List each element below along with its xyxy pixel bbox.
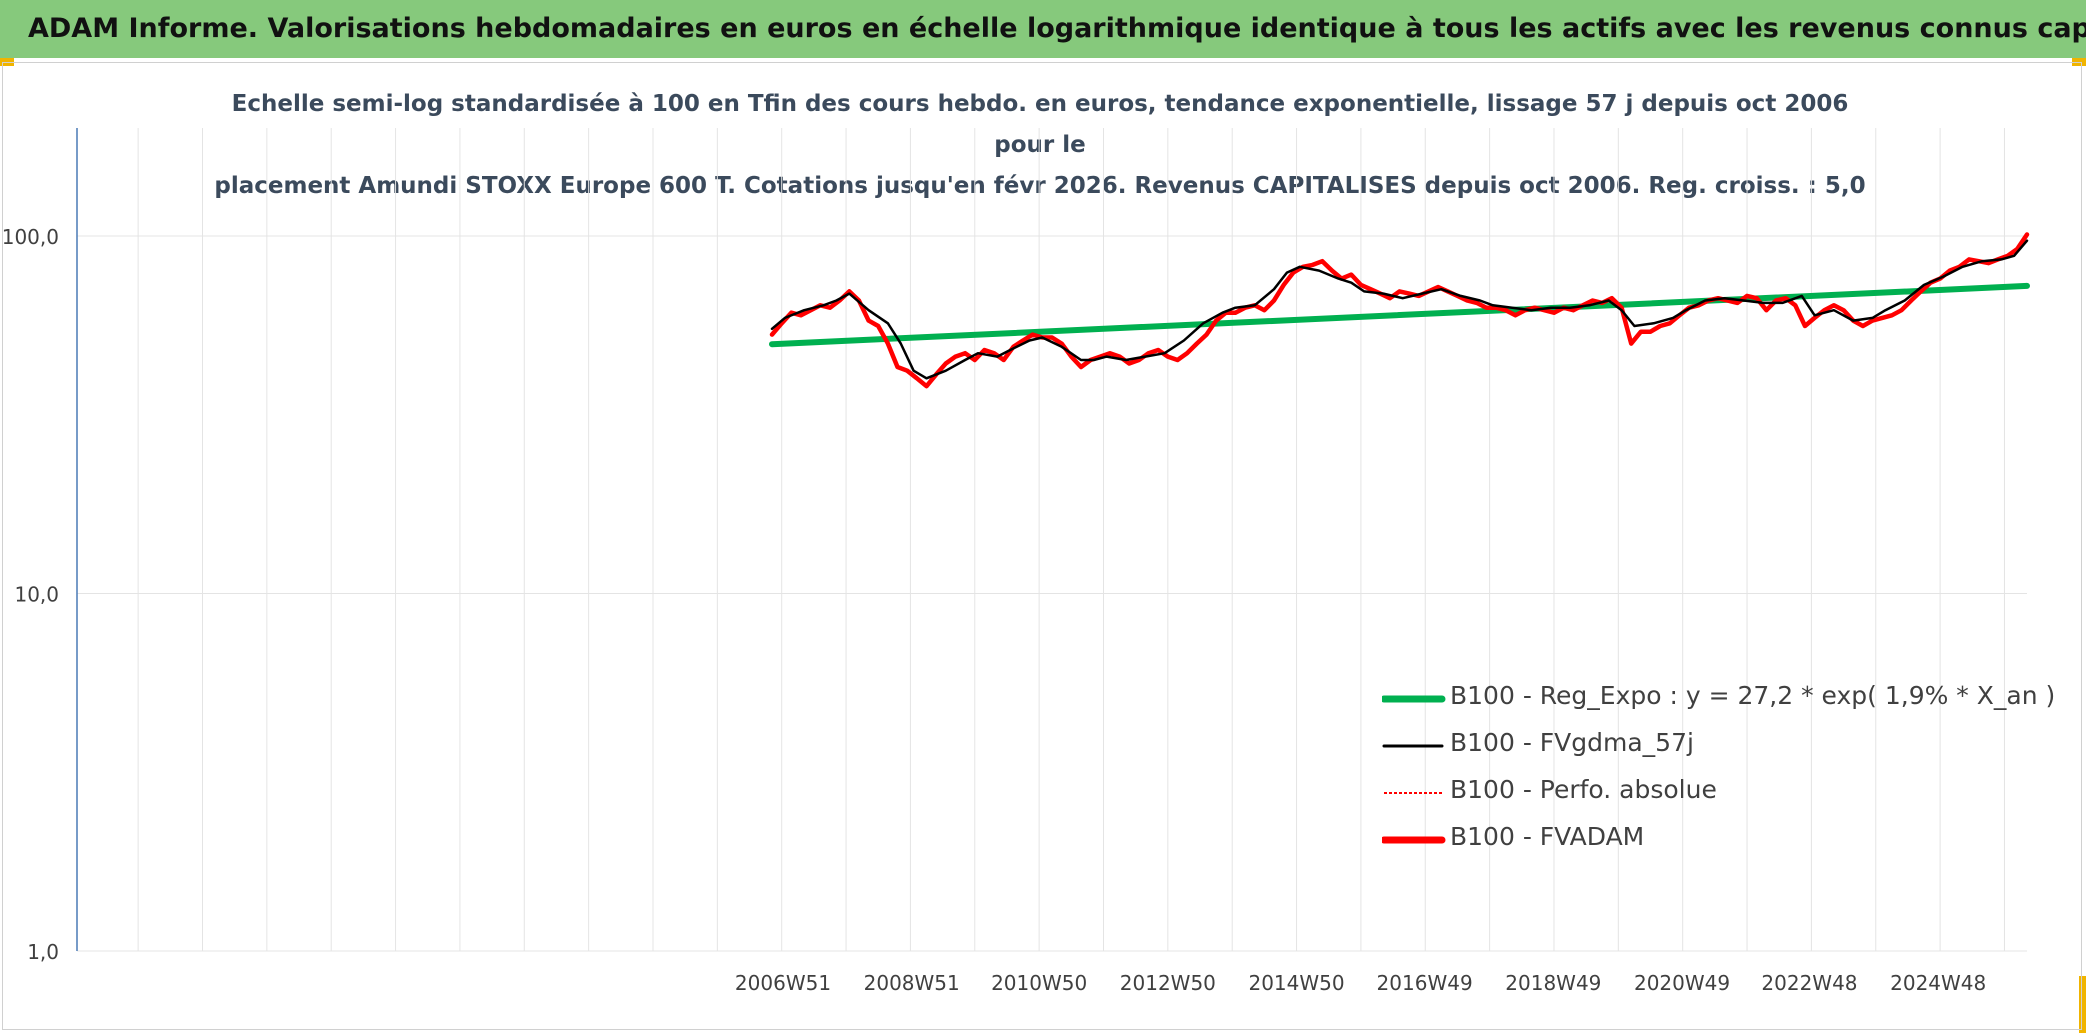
x-tick-label: 2010W50 [991,971,1087,995]
x-tick-label: 2006W51 [735,971,831,995]
x-tick-label: 2024W48 [1890,971,1986,995]
legend-label-fvadam: B100 - FVADAM [1450,822,1645,851]
x-tick-label: 2012W50 [1120,971,1216,995]
chart-frame [2,62,2082,1030]
series-line-regression [769,282,2030,348]
x-tick-label: 2016W49 [1377,971,1473,995]
x-tick-label: 2014W50 [1248,971,1344,995]
legend-label-absolute: B100 - Perfo. absolue [1450,775,1717,804]
y-tick-label: 10,0 [14,583,59,607]
x-tick-label: 2022W48 [1761,971,1857,995]
legend-swatch-fvadam [1382,836,1446,844]
legend-swatch-absolute [1384,792,1442,794]
report-title: ADAM Informe. Valorisations hebdomadaire… [28,13,2086,44]
y-tick-label: 100,0 [2,225,59,249]
legend-label-smoothed: B100 - FVgdma_57j [1450,728,1694,757]
legend-swatch-smoothed [1382,744,1444,748]
corner-marker-bottom-right [2079,976,2086,1033]
chart-title: Echelle semi-log standardisée à 100 en T… [200,84,1880,207]
series-line-smoothed [770,239,2029,380]
chart-title-line-1: Echelle semi-log standardisée à 100 en T… [231,91,1849,158]
x-tick-label: 2018W49 [1505,971,1601,995]
legend-swatch-regression [1382,695,1446,703]
x-tick-label: 2008W51 [864,971,960,995]
legend-label-regression: B100 - Reg_Expo : y = 27,2 * exp( 1,9% *… [1450,681,2056,710]
x-tick-label: 2020W49 [1634,971,1730,995]
y-tick-label: 1,0 [27,940,59,964]
report-banner: ADAM Informe. Valorisations hebdomadaire… [0,0,2086,58]
chart-title-line-2: placement Amundi STOXX Europe 600 T. Cot… [214,173,1866,199]
